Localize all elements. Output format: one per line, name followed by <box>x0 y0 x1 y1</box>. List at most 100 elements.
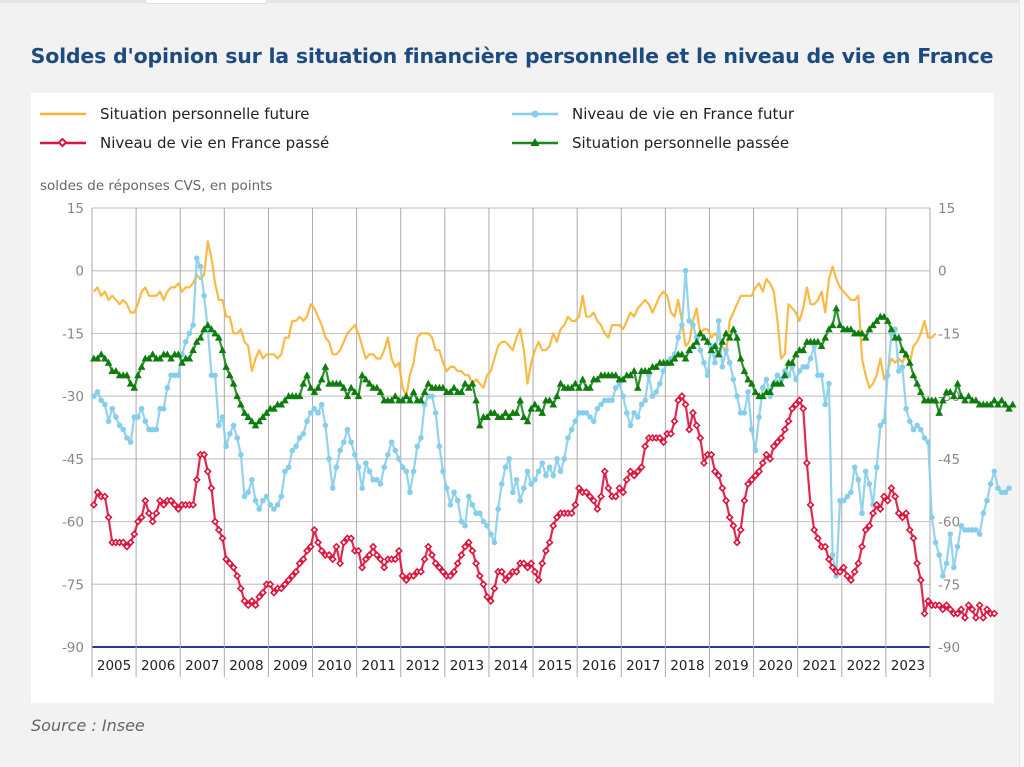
data-point <box>193 255 200 261</box>
legend-item-situation-personnelle-future[interactable]: Situation personnelle future <box>40 105 310 123</box>
data-point <box>322 422 329 429</box>
data-point <box>751 387 760 395</box>
data-point <box>350 387 359 395</box>
data-point <box>495 506 501 512</box>
data-point <box>630 367 638 375</box>
data-point <box>465 493 472 500</box>
data-point <box>914 422 920 429</box>
data-point <box>336 379 344 387</box>
x-tick-label: 2018 <box>670 658 704 674</box>
data-point <box>226 371 234 379</box>
data-point <box>222 362 230 370</box>
legend-item-niveau-vie-passe[interactable]: Niveau de vie en France passé <box>40 134 329 152</box>
data-point <box>887 325 896 333</box>
data-point <box>468 379 477 387</box>
data-point <box>740 496 749 505</box>
data-point <box>233 392 241 400</box>
data-point <box>744 375 752 383</box>
data-point <box>490 408 499 416</box>
data-point <box>251 421 260 429</box>
data-point <box>611 371 620 379</box>
data-point <box>251 601 260 610</box>
data-point <box>156 354 164 362</box>
data-point <box>263 493 270 500</box>
legend-diamond-marker-icon <box>40 138 86 148</box>
data-point <box>600 467 609 476</box>
data-point <box>995 485 1001 491</box>
data-point <box>642 397 648 404</box>
data-point <box>211 329 219 337</box>
data-point <box>921 435 928 441</box>
data-point <box>986 400 995 408</box>
data-point <box>292 567 300 576</box>
x-tick-label: 2012 <box>406 658 440 674</box>
data-point <box>983 605 991 614</box>
data-point <box>457 387 466 395</box>
data-point <box>696 329 705 337</box>
data-point <box>905 525 914 534</box>
data-point <box>891 492 900 501</box>
data-point <box>689 341 697 349</box>
data-point <box>142 418 149 425</box>
data-point <box>315 410 321 416</box>
legend-item-situation-personnelle-passee[interactable]: Situation personnelle passée <box>512 134 789 152</box>
data-point <box>424 379 433 387</box>
data-point <box>670 354 679 362</box>
legend-item-niveau-vie-futur[interactable]: Niveau de vie en France futur <box>512 105 794 123</box>
data-point <box>190 322 196 328</box>
data-point <box>546 464 553 471</box>
data-point <box>417 396 425 404</box>
data-point <box>957 605 966 614</box>
data-point <box>130 530 139 539</box>
data-point <box>267 502 274 508</box>
data-point <box>339 383 348 391</box>
data-point <box>137 362 146 370</box>
data-point <box>116 422 123 429</box>
data-point <box>836 321 844 329</box>
data-point <box>586 383 594 391</box>
data-point <box>126 538 135 547</box>
data-point <box>734 393 740 399</box>
data-point <box>758 392 767 400</box>
data-point <box>138 405 145 412</box>
legend-label: Niveau de vie en France passé <box>100 134 330 152</box>
data-point <box>1002 489 1009 496</box>
data-point <box>310 525 319 534</box>
data-point <box>611 492 620 501</box>
data-point <box>517 497 523 504</box>
data-point <box>185 354 194 362</box>
data-point <box>457 551 466 559</box>
data-point <box>958 522 965 529</box>
data-point <box>788 404 797 413</box>
data-point <box>101 354 109 362</box>
top-tab[interactable] <box>145 0 267 4</box>
data-point <box>567 509 576 518</box>
data-point <box>833 573 840 579</box>
data-point <box>744 479 753 488</box>
data-point <box>667 358 675 366</box>
data-point <box>677 392 686 401</box>
y-tick-label-left: -15 <box>62 326 84 342</box>
data-point <box>418 435 424 441</box>
data-point <box>212 372 218 379</box>
data-point <box>97 350 105 358</box>
data-point <box>462 522 468 529</box>
data-point <box>649 393 656 399</box>
data-point <box>120 426 127 433</box>
data-point <box>513 476 520 483</box>
data-point <box>487 531 494 537</box>
data-point <box>659 438 668 447</box>
legend-line-icon <box>40 112 86 116</box>
data-point <box>396 456 402 462</box>
legend-circle-marker-icon <box>512 110 558 118</box>
scrollbar[interactable] <box>1019 0 1024 767</box>
data-point <box>990 609 999 618</box>
data-point <box>310 387 319 395</box>
data-point <box>119 538 128 547</box>
data-point <box>631 410 637 416</box>
data-point <box>766 387 774 395</box>
data-point <box>793 376 799 383</box>
data-point <box>409 571 418 580</box>
data-point <box>913 379 921 387</box>
data-point <box>402 392 411 400</box>
